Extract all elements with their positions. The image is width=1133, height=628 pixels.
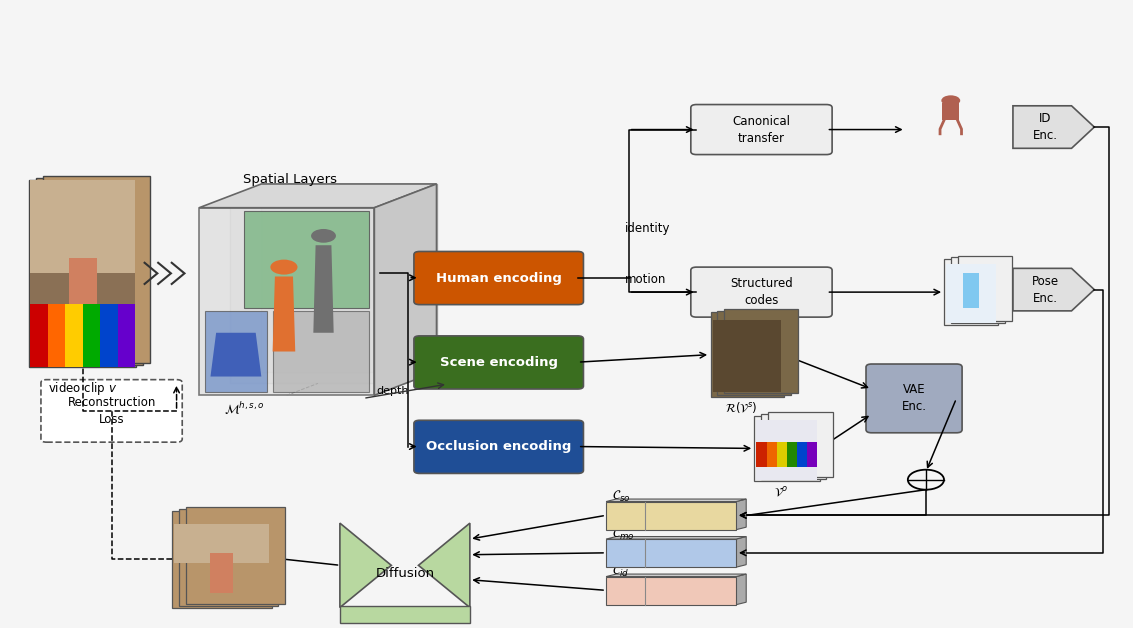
Text: Pose
Enc.: Pose Enc. — [1032, 274, 1059, 305]
Text: $\mathcal{C}_{id}$: $\mathcal{C}_{id}$ — [612, 564, 629, 579]
Bar — [714, 320, 782, 392]
Bar — [211, 553, 233, 593]
Text: VAE
Enc.: VAE Enc. — [902, 384, 927, 413]
Text: Scene encoding: Scene encoding — [440, 356, 557, 369]
Bar — [118, 304, 135, 367]
Polygon shape — [606, 536, 747, 539]
Bar — [761, 414, 826, 479]
Circle shape — [271, 259, 298, 274]
Bar — [31, 180, 135, 273]
Polygon shape — [211, 333, 262, 377]
Text: generated video $\hat{v}$: generated video $\hat{v}$ — [178, 519, 288, 538]
Polygon shape — [1013, 106, 1094, 148]
Text: Reconstruction
Loss: Reconstruction Loss — [67, 396, 155, 426]
Polygon shape — [199, 184, 436, 208]
Bar — [48, 304, 66, 367]
Text: Spatial Layers: Spatial Layers — [242, 173, 337, 186]
Bar — [606, 502, 736, 529]
Text: $\mathcal{C}_{so}$: $\mathcal{C}_{so}$ — [612, 489, 630, 504]
Bar — [787, 442, 796, 467]
FancyBboxPatch shape — [866, 364, 962, 433]
Bar — [174, 524, 270, 563]
Bar — [606, 539, 736, 567]
FancyBboxPatch shape — [691, 267, 832, 317]
Text: depth: depth — [376, 386, 409, 396]
FancyBboxPatch shape — [414, 336, 583, 389]
Polygon shape — [273, 276, 296, 352]
Bar — [768, 412, 833, 477]
Bar — [943, 103, 960, 119]
Text: identity: identity — [625, 222, 671, 236]
Text: Occlusion encoding: Occlusion encoding — [426, 440, 571, 453]
Bar — [796, 442, 807, 467]
Bar — [807, 442, 817, 467]
Polygon shape — [736, 499, 747, 529]
Polygon shape — [273, 311, 368, 392]
Bar — [101, 304, 118, 367]
Text: $\mathcal{C}_{mo}$: $\mathcal{C}_{mo}$ — [612, 526, 634, 541]
Polygon shape — [606, 499, 747, 502]
Polygon shape — [418, 523, 470, 607]
Polygon shape — [736, 574, 747, 605]
Text: Canonical
transfer: Canonical transfer — [732, 114, 791, 144]
Text: $\mathcal{M}^{h,s,o}$: $\mathcal{M}^{h,s,o}$ — [224, 400, 265, 417]
FancyBboxPatch shape — [691, 104, 832, 154]
FancyBboxPatch shape — [414, 251, 583, 305]
Bar — [946, 264, 996, 323]
Bar — [724, 309, 798, 393]
Bar — [951, 257, 1005, 323]
Text: video clip $v$: video clip $v$ — [49, 380, 118, 397]
Bar — [606, 577, 736, 605]
Bar — [179, 509, 279, 605]
Bar — [957, 256, 1012, 321]
Text: ID
Enc.: ID Enc. — [1033, 112, 1058, 142]
Bar — [31, 180, 135, 367]
Polygon shape — [230, 196, 406, 384]
Polygon shape — [205, 311, 267, 392]
Polygon shape — [340, 523, 391, 607]
Bar — [777, 442, 787, 467]
Bar — [69, 257, 97, 308]
Polygon shape — [314, 245, 334, 333]
Bar — [767, 442, 777, 467]
Text: Diffusion: Diffusion — [375, 567, 434, 580]
Bar — [757, 420, 817, 480]
Text: $\mathcal{R}(\mathcal{V}^s)$: $\mathcal{R}(\mathcal{V}^s)$ — [725, 400, 758, 415]
Bar — [186, 507, 286, 604]
FancyBboxPatch shape — [414, 420, 583, 474]
Polygon shape — [262, 184, 436, 372]
Polygon shape — [1013, 268, 1094, 311]
Polygon shape — [374, 184, 436, 395]
Bar — [757, 442, 767, 467]
Text: motion: motion — [625, 273, 666, 286]
Bar — [43, 176, 150, 364]
Bar — [963, 273, 979, 308]
Bar — [710, 313, 784, 397]
Bar — [29, 180, 136, 367]
Text: Human encoding: Human encoding — [436, 271, 562, 284]
Bar — [66, 304, 83, 367]
Polygon shape — [606, 574, 747, 577]
Bar — [36, 178, 143, 365]
Bar — [340, 605, 470, 623]
FancyBboxPatch shape — [41, 380, 182, 442]
Circle shape — [942, 95, 961, 106]
Text: $\mathcal{V}^o$: $\mathcal{V}^o$ — [774, 486, 789, 500]
Bar — [717, 311, 791, 395]
Polygon shape — [736, 536, 747, 567]
Polygon shape — [199, 208, 374, 395]
Polygon shape — [245, 211, 368, 308]
Bar — [755, 416, 819, 481]
Text: Structured
codes: Structured codes — [730, 277, 793, 307]
Bar — [83, 304, 101, 367]
Bar — [944, 259, 998, 325]
Circle shape — [312, 229, 337, 243]
Bar — [172, 511, 272, 607]
Bar — [31, 304, 48, 367]
